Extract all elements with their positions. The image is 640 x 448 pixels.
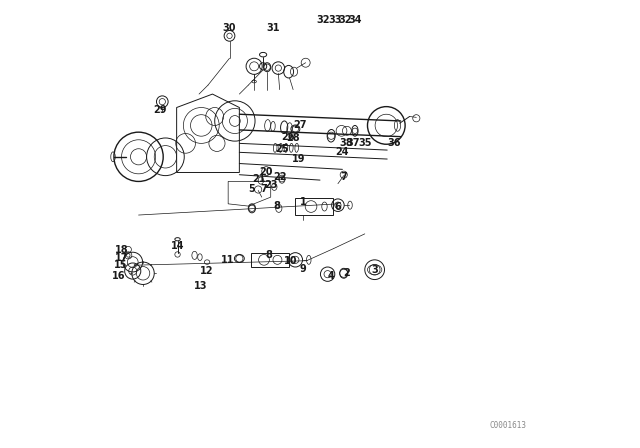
Text: 31: 31: [266, 23, 280, 33]
Text: 21: 21: [252, 174, 266, 184]
Text: 16: 16: [111, 271, 125, 281]
Text: 30: 30: [223, 23, 236, 33]
Text: 8: 8: [273, 201, 280, 211]
Text: 18: 18: [115, 245, 129, 255]
Text: 2: 2: [344, 268, 350, 278]
Text: 9: 9: [300, 264, 307, 274]
Text: 20: 20: [259, 167, 273, 177]
Text: 24: 24: [335, 147, 348, 157]
Text: 15: 15: [114, 260, 127, 270]
Text: 38: 38: [339, 138, 353, 148]
Text: 5: 5: [248, 184, 255, 194]
Text: 25: 25: [275, 144, 289, 154]
Text: 7: 7: [260, 184, 268, 194]
Text: 32: 32: [317, 15, 330, 25]
Text: 23: 23: [264, 180, 278, 190]
Text: 35: 35: [358, 138, 372, 148]
Text: 11: 11: [221, 255, 235, 265]
Text: C0001613: C0001613: [489, 421, 526, 430]
Text: 3: 3: [372, 265, 378, 275]
Text: 27: 27: [293, 121, 307, 130]
Text: 34: 34: [348, 15, 362, 25]
Text: 28: 28: [286, 133, 300, 142]
Text: 17: 17: [115, 253, 129, 263]
Text: 14: 14: [171, 241, 184, 251]
Text: 7: 7: [340, 172, 347, 182]
Text: 10: 10: [284, 256, 298, 266]
Text: 29: 29: [154, 105, 167, 115]
Text: 13: 13: [194, 281, 207, 291]
Text: 4: 4: [328, 271, 335, 280]
Text: 36: 36: [387, 138, 401, 148]
Text: 8: 8: [265, 250, 272, 260]
Text: 12: 12: [200, 266, 214, 276]
Text: 6: 6: [335, 202, 341, 212]
Text: 32: 32: [338, 15, 351, 25]
Text: 37: 37: [346, 138, 360, 148]
Text: 33: 33: [328, 15, 342, 25]
Text: 22: 22: [273, 172, 287, 182]
Text: 1: 1: [300, 198, 307, 207]
Text: 19: 19: [292, 154, 305, 164]
Text: 26: 26: [281, 132, 294, 142]
